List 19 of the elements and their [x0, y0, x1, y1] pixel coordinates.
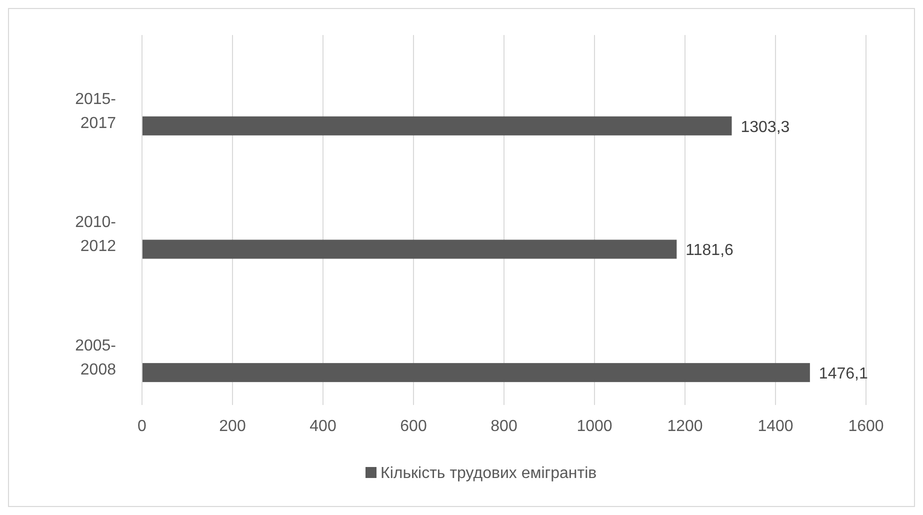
x-tick-label: 800 — [490, 418, 518, 435]
x-tick-label: 1000 — [576, 418, 612, 435]
bar — [142, 116, 732, 136]
x-tick-label: 400 — [310, 418, 336, 435]
data-label: 1476,1 — [818, 366, 868, 383]
y-tick-label: 2015-2017 — [75, 90, 116, 132]
x-tick-label: 600 — [400, 418, 427, 435]
bar — [142, 363, 810, 382]
x-tick-label: 1200 — [667, 418, 703, 435]
x-tick-label: 1400 — [758, 418, 794, 435]
data-label: 1303,3 — [740, 118, 790, 136]
bar — [142, 240, 677, 259]
x-tick-label: 200 — [219, 418, 246, 435]
data-label: 1181,6 — [686, 242, 734, 260]
legend-label: Кількість трудових емігрантів — [380, 465, 597, 482]
x-tick-label: 1600 — [848, 418, 884, 435]
x-tick-label: 0 — [138, 418, 147, 435]
y-tick-label: 2005-2008 — [75, 338, 116, 379]
y-tick-label: 2010-2012 — [75, 214, 116, 256]
